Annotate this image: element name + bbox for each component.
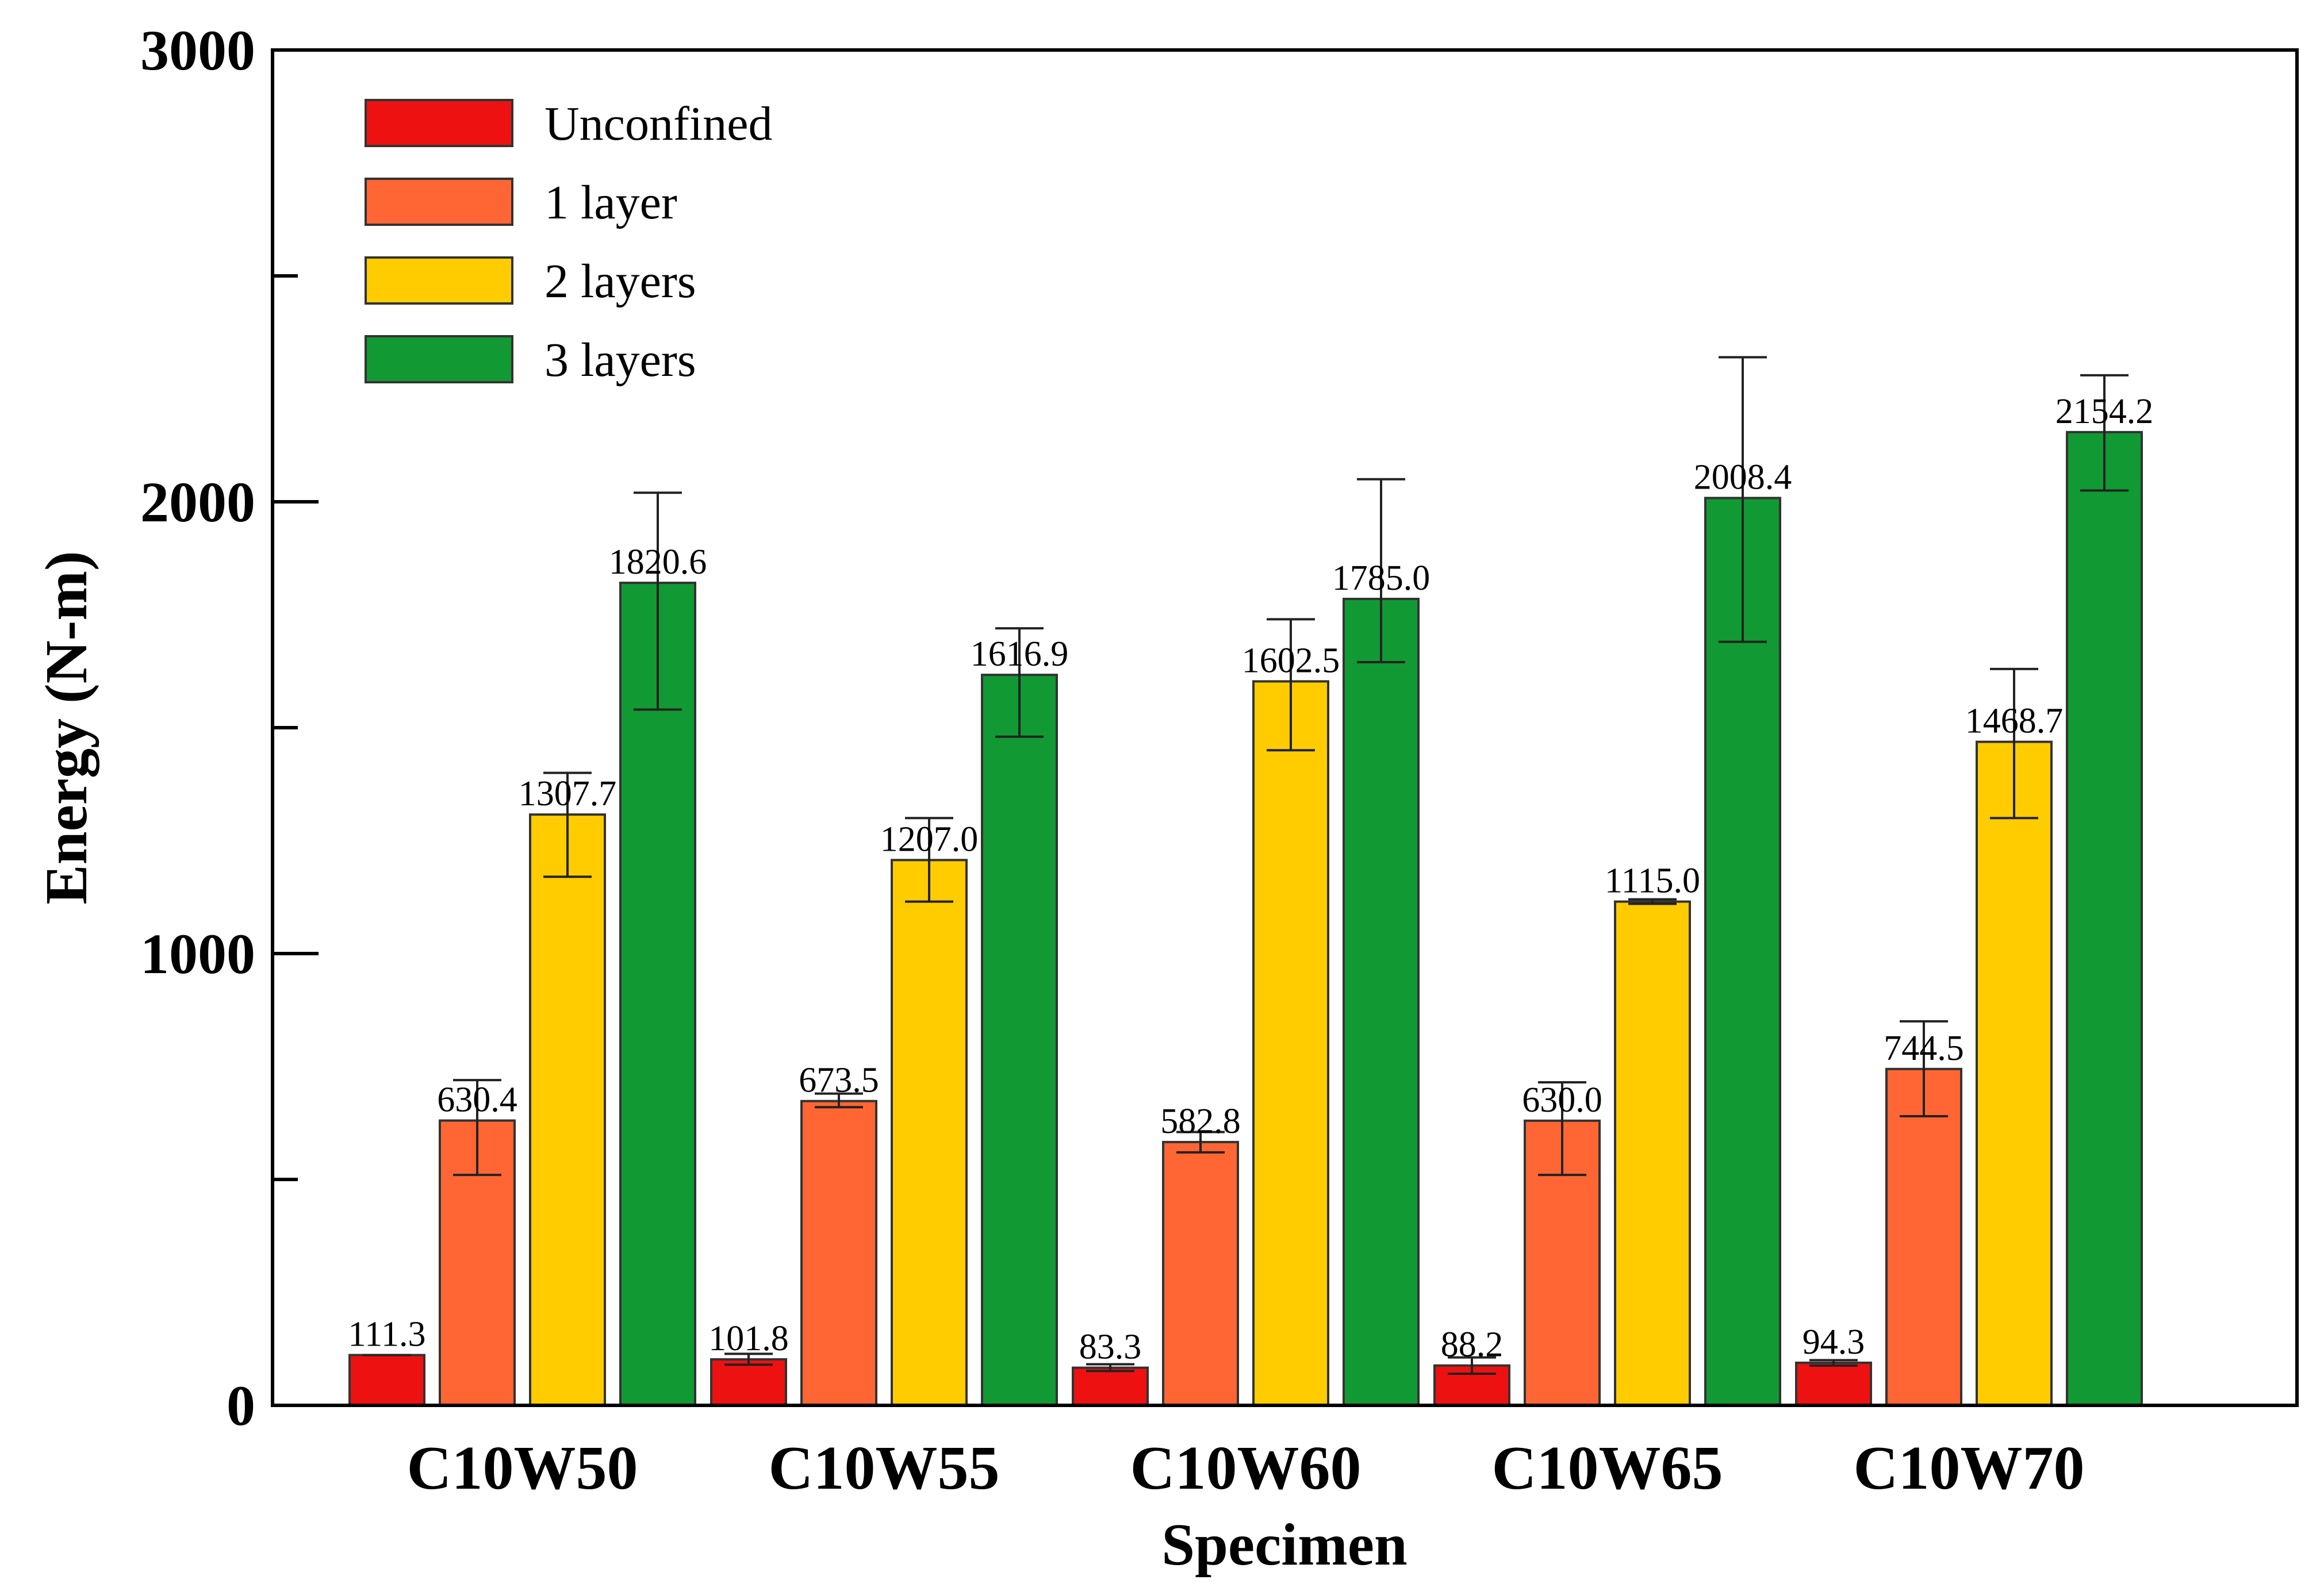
- y-tick-label: 0: [227, 1374, 255, 1438]
- x-axis-label: Specimen: [1161, 1512, 1408, 1578]
- data-label-c10w60-1-layer: 582.8: [1160, 1102, 1241, 1141]
- data-label-c10w65-2-layers: 1115.0: [1605, 862, 1700, 901]
- x-tick-label-c10w65: C10W65: [1492, 1434, 1723, 1502]
- y-tick-label: 2000: [140, 470, 255, 534]
- x-tick-label-c10w70: C10W70: [1854, 1434, 2085, 1502]
- legend-item-3-layers: 3 layers: [365, 333, 696, 387]
- y-tick-label: 3000: [140, 18, 255, 82]
- bar-c10w70-3-layers: [2066, 431, 2143, 1406]
- data-label-c10w65-unconfined: 88.2: [1441, 1325, 1504, 1365]
- bar-c10w55-1-layer: [800, 1100, 877, 1406]
- y-axis: 0 1000 2000 3000: [140, 18, 319, 1438]
- y-axis-label: Energy (N-m): [33, 551, 99, 904]
- error-bar-c10w65-1-layer: [1538, 1081, 1586, 1177]
- data-label-c10w70-unconfined: 94.3: [1803, 1323, 1865, 1362]
- data-label-c10w70-1-layer: 744.5: [1884, 1029, 1964, 1068]
- data-label-c10w50-3-layers: 1820.6: [609, 543, 707, 582]
- legend-swatch: [365, 335, 513, 383]
- error-bars-layer: [363, 356, 2129, 1375]
- bar-c10w55-unconfined: [710, 1358, 787, 1406]
- bar-c10w55-3-layers: [981, 674, 1058, 1406]
- data-label-c10w55-1-layer: 673.5: [799, 1061, 879, 1100]
- bar-c10w50-3-layers: [619, 582, 696, 1406]
- legend-label: 3 layers: [544, 333, 696, 387]
- data-label-c10w55-2-layers: 1207.0: [880, 820, 979, 859]
- bar-c10w60-1-layer: [1162, 1140, 1239, 1406]
- error-bar-c10w70-unconfined: [1809, 1359, 1858, 1367]
- data-label-c10w55-unconfined: 101.8: [708, 1319, 789, 1358]
- bar-c10w65-3-layers: [1704, 497, 1781, 1406]
- x-axis: C10W50 C10W55 C10W60 C10W65 C10W70: [407, 1434, 2085, 1502]
- legend-swatch: [365, 178, 513, 226]
- error-bar-c10w60-2-layers: [1267, 618, 1315, 752]
- data-label-c10w70-3-layers: 2154.2: [2055, 392, 2154, 431]
- legend-item-2-layers: 2 layers: [365, 255, 696, 308]
- error-bar-c10w60-1-layer: [1176, 1131, 1225, 1154]
- error-bar-c10w65-2-layers: [1628, 898, 1677, 905]
- error-bar-c10w65-3-layers: [1719, 356, 1767, 643]
- data-labels-layer: 111.3 101.8 83.3 88.2 94.3 630.4 673.5 582.8 630…: [348, 392, 2154, 1367]
- legend-item-1-layer: 1 layer: [365, 176, 677, 229]
- bar-c10w70-2-layers: [1976, 740, 2053, 1406]
- data-label-c10w55-3-layers: 1616.9: [971, 635, 1069, 674]
- error-bar-c10w70-3-layers: [2080, 374, 2129, 492]
- x-tick-label-c10w50: C10W50: [407, 1434, 638, 1502]
- error-bar-c10w55-1-layer: [815, 1092, 863, 1109]
- bar-c10w60-unconfined: [1072, 1366, 1149, 1406]
- data-label-c10w60-3-layers: 1785.0: [1332, 559, 1431, 598]
- bar-c10w65-unconfined: [1433, 1364, 1510, 1407]
- data-label-c10w70-2-layers: 1468.7: [1965, 702, 2064, 741]
- data-label-c10w50-1-layer: 630.4: [437, 1081, 517, 1120]
- error-bar-c10w50-2-layers: [543, 771, 592, 878]
- legend: Unconfined 1 layer 2 layers 3 layers: [365, 97, 773, 387]
- legend-label: 1 layer: [544, 176, 677, 229]
- bar-c10w70-1-layer: [1885, 1067, 1962, 1406]
- bar-c10w50-2-layers: [529, 813, 606, 1406]
- bar-c10w50-unconfined: [348, 1354, 425, 1407]
- data-label-c10w50-unconfined: 111.3: [348, 1315, 426, 1354]
- error-bar-c10w65-unconfined: [1448, 1356, 1496, 1375]
- error-bar-c10w50-3-layers: [634, 491, 682, 711]
- error-bar-c10w55-unconfined: [724, 1352, 773, 1366]
- bar-c10w60-2-layers: [1252, 680, 1329, 1406]
- legend-label: 2 layers: [544, 255, 696, 308]
- legend-swatch: [365, 99, 513, 147]
- x-tick-label-c10w60: C10W60: [1130, 1434, 1362, 1502]
- bar-c10w70-unconfined: [1795, 1361, 1872, 1406]
- data-label-c10w65-3-layers: 2008.4: [1694, 458, 1792, 497]
- error-bar-c10w60-3-layers: [1357, 478, 1405, 664]
- data-label-c10w60-2-layers: 1602.5: [1242, 641, 1340, 680]
- error-bar-c10w50-1-layer: [453, 1079, 501, 1177]
- legend-item-unconfined: Unconfined: [365, 97, 773, 151]
- data-label-c10w65-1-layer: 630.0: [1522, 1081, 1602, 1120]
- bar-c10w55-2-layers: [891, 859, 968, 1406]
- data-label-c10w60-unconfined: 83.3: [1079, 1328, 1142, 1367]
- error-bar-c10w70-2-layers: [1990, 667, 2038, 820]
- error-bar-c10w70-1-layer: [1900, 1020, 1948, 1117]
- x-tick-label-c10w55: C10W55: [769, 1434, 1000, 1502]
- error-bar-c10w55-2-layers: [905, 817, 953, 903]
- data-label-c10w50-2-layers: 1307.7: [519, 774, 617, 813]
- bar-c10w65-2-layers: [1614, 900, 1691, 1406]
- bar-c10w60-3-layers: [1343, 597, 1420, 1406]
- error-bar-c10w55-3-layers: [995, 627, 1044, 738]
- legend-swatch: [365, 256, 513, 305]
- y-tick-label: 1000: [140, 922, 255, 986]
- legend-label: Unconfined: [544, 97, 773, 151]
- error-bar-c10w60-unconfined: [1086, 1363, 1134, 1373]
